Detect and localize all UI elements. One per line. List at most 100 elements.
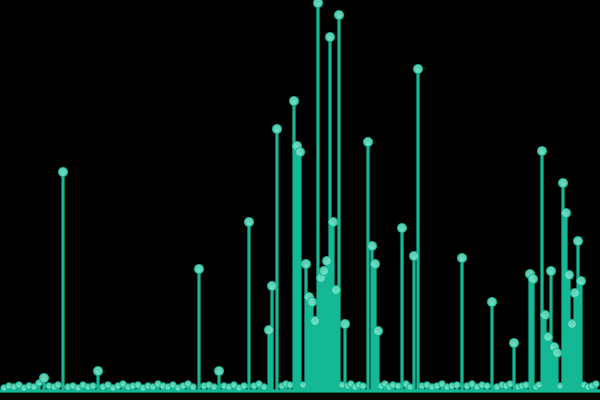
- stem-marker[interactable]: [557, 177, 569, 189]
- stem-marker[interactable]: [575, 275, 587, 287]
- stem-marker[interactable]: [288, 95, 300, 107]
- stem-line: [61, 172, 65, 391]
- stem-line: [528, 274, 532, 391]
- stem-line: [275, 129, 279, 391]
- stem-line: [512, 343, 516, 391]
- stem-marker[interactable]: [563, 269, 575, 281]
- stem-marker[interactable]: [394, 382, 402, 390]
- stem-marker[interactable]: [92, 365, 104, 377]
- stem-marker[interactable]: [299, 381, 307, 389]
- stem-marker[interactable]: [54, 381, 62, 389]
- stem-line: [328, 37, 332, 391]
- stem-line: [564, 213, 568, 391]
- stem-marker[interactable]: [569, 287, 581, 299]
- stem-marker[interactable]: [542, 331, 554, 343]
- stem-marker[interactable]: [545, 265, 557, 277]
- stem-line: [412, 256, 416, 391]
- stem-marker[interactable]: [551, 347, 563, 359]
- stem-marker[interactable]: [408, 250, 420, 262]
- stem-marker[interactable]: [318, 265, 330, 277]
- stem-marker[interactable]: [338, 381, 346, 389]
- stem-marker[interactable]: [556, 382, 564, 390]
- stem-marker[interactable]: [453, 381, 461, 389]
- stem-marker[interactable]: [366, 240, 378, 252]
- stem-marker[interactable]: [369, 258, 381, 270]
- stem-marker[interactable]: [539, 309, 551, 321]
- stem-marker[interactable]: [260, 383, 268, 391]
- stem-marker[interactable]: [312, 0, 324, 9]
- stem-line: [197, 269, 201, 391]
- stem-line: [573, 293, 577, 391]
- stem-marker[interactable]: [30, 383, 38, 391]
- stem-marker[interactable]: [330, 284, 342, 296]
- stem-line: [555, 353, 559, 391]
- stem-line: [322, 271, 326, 391]
- stem-marker[interactable]: [506, 380, 514, 388]
- stems-layer: [2, 3, 598, 391]
- stem-line: [298, 152, 302, 391]
- stem-marker[interactable]: [566, 318, 578, 330]
- stem-marker[interactable]: [333, 9, 345, 21]
- stem-marker[interactable]: [321, 255, 333, 267]
- stem-line: [319, 278, 323, 391]
- stem-marker[interactable]: [89, 382, 97, 390]
- stem-marker[interactable]: [243, 216, 255, 228]
- stem-marker[interactable]: [38, 372, 50, 384]
- stem-marker[interactable]: [406, 383, 414, 391]
- stem-line: [549, 271, 553, 391]
- stem-marker[interactable]: [339, 318, 351, 330]
- stem-line: [247, 222, 251, 391]
- baseline-layer: [0, 389, 600, 393]
- stem-marker[interactable]: [456, 252, 468, 264]
- baseline: [0, 389, 600, 393]
- stem-marker[interactable]: [327, 216, 339, 228]
- stem-marker[interactable]: [189, 383, 197, 391]
- stem-line: [460, 258, 464, 391]
- stem-line: [570, 324, 574, 391]
- stem-marker[interactable]: [240, 382, 248, 390]
- stem-marker[interactable]: [412, 63, 424, 75]
- stem-marker[interactable]: [535, 381, 543, 389]
- stem-marker[interactable]: [396, 222, 408, 234]
- stem-marker[interactable]: [508, 337, 520, 349]
- stem-marker[interactable]: [483, 382, 491, 390]
- stem-marker[interactable]: [522, 381, 530, 389]
- stem-marker[interactable]: [324, 31, 336, 43]
- stem-marker[interactable]: [263, 324, 275, 336]
- stem-line: [42, 378, 46, 391]
- stem-line: [552, 347, 556, 391]
- stem-marker[interactable]: [294, 146, 306, 158]
- stem-line: [217, 371, 221, 391]
- stem-marker[interactable]: [306, 296, 318, 308]
- stem-marker[interactable]: [362, 136, 374, 148]
- stem-line: [37, 383, 41, 391]
- stem-marker[interactable]: [210, 383, 218, 391]
- stem-marker[interactable]: [213, 365, 225, 377]
- stem-line: [96, 371, 100, 391]
- stem-marker[interactable]: [309, 315, 321, 327]
- stem-marker[interactable]: [536, 145, 548, 157]
- stem-marker[interactable]: [193, 263, 205, 275]
- stem-marker[interactable]: [300, 258, 312, 270]
- stem-line: [561, 183, 565, 391]
- stem-line: [325, 261, 329, 391]
- stem-marker[interactable]: [592, 380, 600, 388]
- stem-marker[interactable]: [572, 235, 584, 247]
- stem-line: [400, 228, 404, 391]
- stem-marker[interactable]: [271, 123, 283, 135]
- stem-marker[interactable]: [527, 273, 539, 285]
- stem-marker[interactable]: [359, 382, 367, 390]
- stem-line: [543, 315, 547, 391]
- stem-marker[interactable]: [560, 207, 572, 219]
- stem-marker[interactable]: [57, 166, 69, 178]
- stem-marker[interactable]: [486, 296, 498, 308]
- stem-line: [331, 222, 335, 391]
- stem-line: [540, 151, 544, 391]
- stem-marker[interactable]: [286, 381, 294, 389]
- stem-line: [370, 246, 374, 391]
- stem-line: [567, 275, 571, 391]
- stem-marker[interactable]: [372, 325, 384, 337]
- stem-marker[interactable]: [266, 280, 278, 292]
